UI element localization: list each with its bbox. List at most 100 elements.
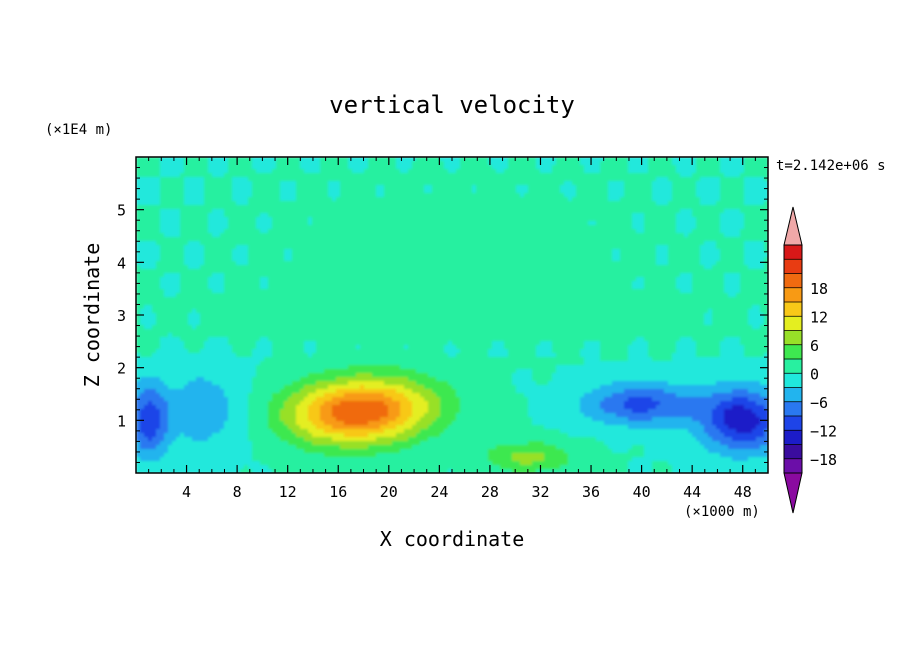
contour-cell xyxy=(356,229,361,234)
contour-cell xyxy=(176,245,181,250)
contour-cell xyxy=(504,197,509,202)
contour-cell xyxy=(496,177,501,182)
contour-cell xyxy=(508,217,513,222)
contour-cell xyxy=(140,265,145,270)
contour-cell xyxy=(280,201,285,206)
contour-cell xyxy=(408,193,413,198)
contour-cell xyxy=(224,201,229,206)
contour-cell xyxy=(596,193,601,198)
contour-cell xyxy=(620,197,625,202)
contour-cell xyxy=(264,201,269,206)
contour-cell xyxy=(248,281,253,286)
contour-cell xyxy=(480,173,485,178)
contour-cell xyxy=(180,161,185,166)
contour-cell xyxy=(236,181,241,186)
contour-cell xyxy=(356,225,361,230)
time-label: t=2.142e+06 s xyxy=(776,158,886,174)
contour-cell xyxy=(640,189,645,194)
contour-cell xyxy=(444,181,449,186)
contour-cell xyxy=(304,221,309,226)
contour-cell xyxy=(232,217,237,222)
contour-cell xyxy=(764,157,768,162)
contour-cell xyxy=(384,161,389,166)
contour-cell xyxy=(672,169,677,174)
contour-cell xyxy=(260,177,265,182)
contour-cell xyxy=(544,201,549,206)
contour-cell xyxy=(640,253,645,258)
contour-cell xyxy=(476,209,481,214)
contour-cell xyxy=(240,181,245,186)
contour-cell xyxy=(324,189,329,194)
contour-cell xyxy=(536,265,541,270)
contour-cell xyxy=(296,281,301,286)
contour-cell xyxy=(636,233,641,238)
contour-cell xyxy=(456,209,461,214)
contour-cell xyxy=(608,245,613,250)
contour-cell xyxy=(764,257,768,262)
contour-cell xyxy=(516,241,521,246)
contour-cell xyxy=(336,277,341,282)
contour-cell xyxy=(692,205,697,210)
contour-cell xyxy=(520,217,525,222)
contour-cell xyxy=(260,249,265,254)
contour-cell xyxy=(692,201,697,206)
contour-cell xyxy=(620,225,625,230)
contour-cell xyxy=(592,265,597,270)
contour-cell xyxy=(600,169,605,174)
contour-cell xyxy=(152,197,157,202)
contour-cell xyxy=(212,269,217,274)
contour-cell xyxy=(136,217,141,222)
contour-cell xyxy=(640,157,645,162)
contour-cell xyxy=(492,261,497,266)
contour-cell xyxy=(688,249,693,254)
contour-cell xyxy=(336,217,341,222)
contour-cell xyxy=(400,269,405,274)
contour-cell xyxy=(584,173,589,178)
contour-cell xyxy=(468,237,473,242)
contour-cell xyxy=(644,173,649,178)
contour-cell xyxy=(524,253,529,258)
contour-cell xyxy=(608,265,613,270)
contour-cell xyxy=(648,157,653,162)
contour-cell xyxy=(596,261,601,266)
contour-cell xyxy=(216,161,221,166)
contour-cell xyxy=(576,253,581,258)
contour-cell xyxy=(752,229,757,234)
contour-cell xyxy=(616,269,621,274)
contour-cell xyxy=(696,277,701,282)
contour-cell xyxy=(420,237,425,242)
contour-cell xyxy=(476,189,481,194)
contour-cell xyxy=(576,169,581,174)
contour-cell xyxy=(300,217,305,222)
contour-cell xyxy=(164,205,169,210)
contour-cell xyxy=(372,217,377,222)
contour-cell xyxy=(272,173,277,178)
contour-cell xyxy=(412,205,417,210)
contour-cell xyxy=(764,185,768,190)
contour-cell xyxy=(732,241,737,246)
contour-cell xyxy=(228,281,233,286)
contour-cell xyxy=(472,257,477,262)
contour-cell xyxy=(220,165,225,170)
contour-cell xyxy=(188,241,193,246)
contour-cell xyxy=(548,257,553,262)
contour-cell xyxy=(540,161,545,166)
contour-cell xyxy=(612,237,617,242)
contour-cell xyxy=(612,245,617,250)
contour-cell xyxy=(668,197,673,202)
contour-cell xyxy=(372,189,377,194)
contour-cell xyxy=(312,169,317,174)
contour-cell xyxy=(208,221,213,226)
contour-cell xyxy=(552,217,557,222)
contour-cell xyxy=(708,209,713,214)
contour-cell xyxy=(464,233,469,238)
contour-cell xyxy=(324,273,329,278)
contour-cell xyxy=(632,233,637,238)
contour-cell xyxy=(412,233,417,238)
contour-cell xyxy=(164,241,169,246)
contour-cell xyxy=(460,161,465,166)
contour-cell xyxy=(476,237,481,242)
contour-cell xyxy=(568,217,573,222)
contour-cell xyxy=(160,217,165,222)
contour-cell xyxy=(716,173,721,178)
